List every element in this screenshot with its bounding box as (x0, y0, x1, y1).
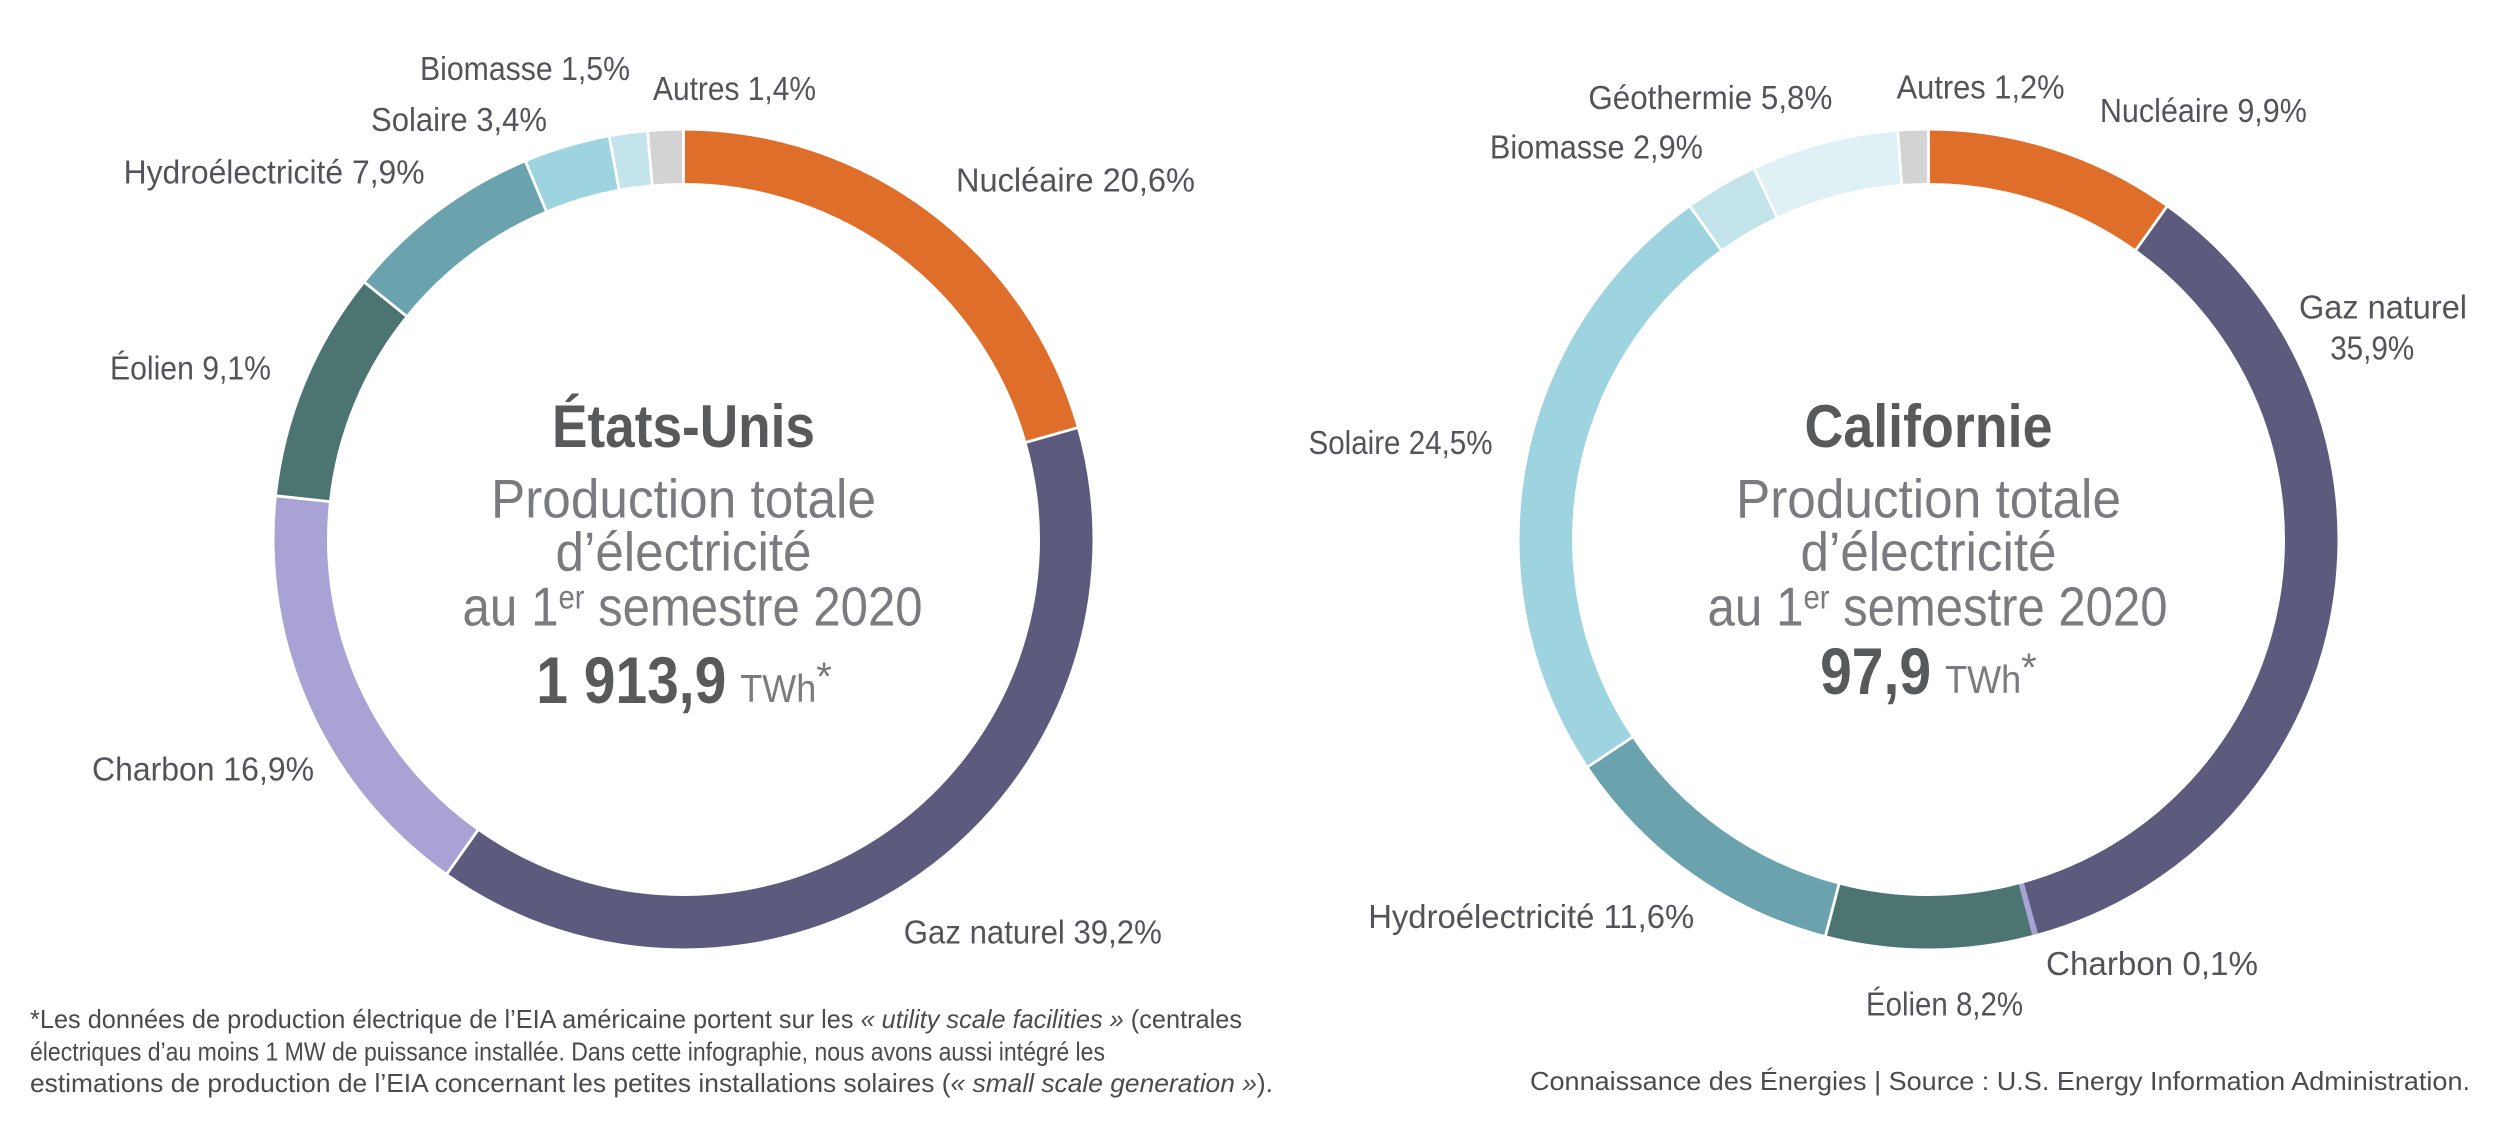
svg-text:*: * (2021, 646, 2037, 690)
svg-text:au 1: au 1 (463, 575, 559, 637)
svg-text:Production totale: Production totale (491, 468, 876, 530)
svg-text:Nucléaire 20,6%: Nucléaire 20,6% (956, 162, 1195, 199)
svg-text:Biomasse 2,9%: Biomasse 2,9% (1490, 128, 1703, 165)
svg-text:estimations de production de l: estimations de production de l’EIA conce… (30, 1068, 1273, 1098)
svg-text:1 913,9: 1 913,9 (536, 643, 726, 717)
svg-text:Gaz naturel: Gaz naturel (2299, 289, 2467, 326)
svg-text:Production totale: Production totale (1736, 468, 2121, 530)
svg-text:Charbon 16,9%: Charbon 16,9% (92, 751, 314, 788)
svg-text:Biomasse 1,5%: Biomasse 1,5% (420, 50, 630, 87)
svg-text:*Les données de production éle: *Les données de production électrique de… (30, 1004, 1242, 1034)
svg-text:35,9%: 35,9% (2330, 329, 2414, 366)
svg-text:*: * (816, 655, 832, 699)
svg-text:Autres 1,4%: Autres 1,4% (653, 70, 816, 107)
svg-text:Connaissance des Énergies | So: Connaissance des Énergies | Source : U.S… (1530, 1066, 2470, 1096)
svg-text:Solaire 24,5%: Solaire 24,5% (1309, 424, 1493, 461)
svg-text:Hydroélectricité 7,9%: Hydroélectricité 7,9% (124, 154, 425, 191)
svg-text:TWh: TWh (1945, 659, 2021, 702)
svg-text:97,9: 97,9 (1820, 634, 1931, 708)
svg-text:d’électricité: d’électricité (1801, 521, 2057, 583)
svg-text:électriques d’au moins 1 MW de: électriques d’au moins 1 MW de puissance… (30, 1037, 1105, 1067)
svg-text:TWh: TWh (740, 668, 816, 711)
svg-text:semestre 2020: semestre 2020 (585, 575, 923, 637)
svg-text:er: er (559, 578, 585, 615)
svg-text:d’électricité: d’électricité (556, 521, 812, 583)
svg-text:Gaz naturel 39,2%: Gaz naturel 39,2% (904, 914, 1162, 951)
svg-text:er: er (1804, 578, 1830, 615)
svg-text:Autres 1,2%: Autres 1,2% (1897, 69, 2065, 106)
svg-text:États-Unis: États-Unis (552, 393, 815, 460)
svg-text:Nucléaire 9,9%: Nucléaire 9,9% (2100, 92, 2307, 129)
svg-text:Californie: Californie (1805, 393, 2053, 460)
svg-text:Géothermie 5,8%: Géothermie 5,8% (1588, 79, 1832, 116)
svg-text:Charbon 0,1%: Charbon 0,1% (2046, 945, 2258, 982)
svg-text:Hydroélectricité 11,6%: Hydroélectricité 11,6% (1368, 898, 1694, 935)
svg-text:au 1: au 1 (1708, 575, 1804, 637)
svg-text:Éolien 8,2%: Éolien 8,2% (1866, 986, 2023, 1023)
svg-text:semestre 2020: semestre 2020 (1830, 575, 2168, 637)
svg-text:Solaire 3,4%: Solaire 3,4% (371, 101, 547, 138)
svg-text:Éolien 9,1%: Éolien 9,1% (110, 350, 271, 387)
